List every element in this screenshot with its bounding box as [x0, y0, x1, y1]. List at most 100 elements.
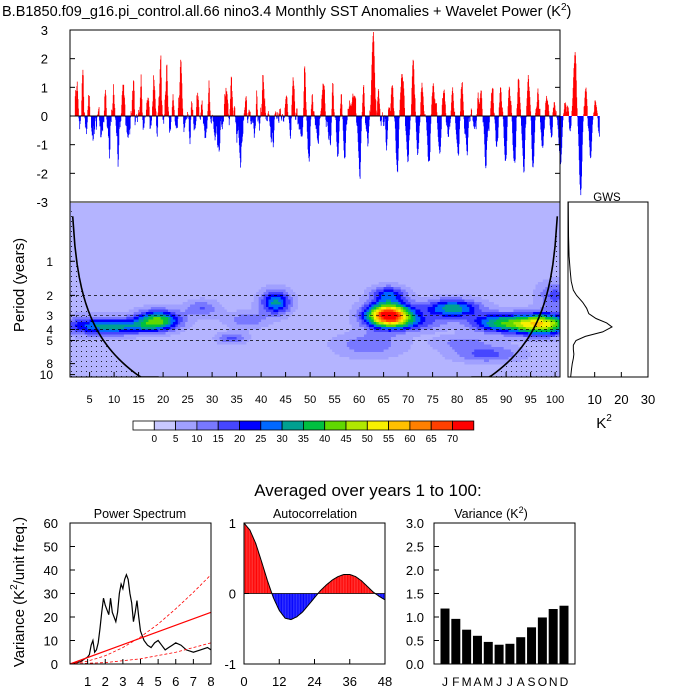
- wavelet-cell: [111, 214, 115, 218]
- wavelet-cell: [116, 217, 120, 220]
- sst-anomaly-bar: [283, 116, 285, 122]
- sst-anomaly-bar: [537, 92, 538, 116]
- wavelet-cell: [464, 204, 468, 208]
- sst-anomaly-bar: [156, 116, 158, 137]
- wavelet-cell: [533, 217, 536, 220]
- wavelet-cell: [292, 234, 296, 238]
- wavelet-cell: [442, 219, 446, 223]
- wavelet-cell: [432, 214, 436, 218]
- sst-anomaly-bar: [371, 64, 373, 116]
- wavelet-cell: [388, 217, 392, 220]
- sst-anomaly-bar: [526, 105, 528, 116]
- wavelet-cell: [239, 227, 242, 230]
- wavelet-cell: [290, 209, 294, 213]
- sst-anomaly-bar: [274, 116, 275, 120]
- sst-anomaly-bar: [486, 116, 488, 150]
- wavelet-cell: [322, 227, 326, 230]
- wavelet-cell: [444, 203, 448, 205]
- sst-anomaly-bar: [589, 116, 591, 148]
- wavelet-cell: [246, 229, 250, 233]
- wavelet-cell: [273, 229, 277, 233]
- wavelet-cell: [305, 232, 309, 235]
- wavelet-cell: [185, 234, 188, 238]
- wavelet-cell: [493, 234, 497, 238]
- sst-anomaly-bar: [172, 94, 174, 116]
- wavelet-cell: [383, 232, 387, 235]
- wavelet-cell: [121, 242, 125, 245]
- sst-anomaly-bar: [488, 116, 490, 130]
- wavelet-cell: [263, 239, 267, 243]
- sst-anomaly-bar: [571, 116, 572, 117]
- wavelet-cell: [94, 222, 98, 225]
- sst-anomaly-bar: [125, 116, 127, 125]
- sst-anomaly-bar: [473, 116, 475, 127]
- wavelet-cell: [177, 224, 181, 228]
- wavelet-cell: [275, 222, 279, 225]
- wavelet-cell: [160, 244, 164, 248]
- wavelet-cell: [307, 224, 311, 228]
- wavelet-cell: [420, 229, 424, 233]
- sst-anomaly-bar: [188, 116, 190, 120]
- wavelet-cell: [542, 227, 546, 230]
- sst-anomaly-bar: [232, 114, 234, 116]
- sst-anomaly-bar: [463, 110, 464, 116]
- sst-anomaly-bar: [378, 91, 380, 116]
- sst-anomaly-bar: [291, 95, 293, 116]
- wavelet-cell: [160, 232, 164, 235]
- wavelet-cell: [197, 203, 201, 205]
- sst-anomaly-bar: [385, 116, 386, 130]
- wavelet-cell: [364, 242, 367, 245]
- wavelet-cell: [204, 234, 208, 238]
- wavelet-cell: [395, 222, 399, 225]
- wavelet-cell: [449, 204, 453, 208]
- sst-anomaly-bar: [208, 92, 209, 116]
- wavelet-cell: [172, 227, 176, 230]
- sst-anomaly-bar: [119, 116, 121, 123]
- wavelet-cell: [266, 229, 269, 233]
- wavelet-cell: [449, 242, 453, 245]
- wavelet-cell: [116, 232, 120, 235]
- wavelet-cell: [290, 227, 294, 230]
- wavelet-cell: [256, 209, 260, 213]
- wavelet-cell: [449, 224, 453, 228]
- wavelet-cell: [307, 234, 311, 238]
- wavelet-cell: [390, 207, 394, 210]
- wavelet-cell: [99, 224, 103, 228]
- wavelet-cell: [476, 219, 480, 223]
- sst-y-tick-label: -2: [36, 166, 48, 181]
- wavelet-cell: [163, 217, 166, 220]
- wavelet-cell: [430, 229, 433, 233]
- sst-anomaly-bar: [105, 107, 107, 116]
- wavelet-cell: [476, 214, 480, 218]
- sst-anomaly-bar: [371, 80, 372, 116]
- wavelet-cell: [354, 212, 358, 215]
- sst-anomaly-bar: [587, 116, 589, 127]
- wavelet-cell: [297, 229, 301, 233]
- wavelet-cell: [197, 242, 201, 245]
- wavelet-cell: [366, 242, 370, 245]
- sst-anomaly-bar: [282, 116, 284, 122]
- sst-anomaly-bar: [332, 83, 334, 116]
- sst-anomaly-bar: [394, 116, 395, 119]
- wavelet-cell: [364, 239, 367, 243]
- sst-anomaly-bar: [119, 116, 121, 128]
- sst-anomaly-bar: [563, 114, 564, 116]
- sst-anomaly-bar: [289, 116, 291, 136]
- wavelet-cell: [310, 217, 313, 220]
- wavelet-cell: [393, 234, 397, 238]
- wavelet-cell: [476, 229, 480, 233]
- wavelet-cell: [160, 227, 164, 230]
- sst-anomaly-bar: [565, 104, 567, 116]
- sst-anomaly-bar: [439, 116, 441, 154]
- wavelet-cell: [273, 227, 277, 230]
- sst-anomaly-bar: [115, 116, 117, 120]
- sst-anomaly-bar: [311, 95, 313, 116]
- wavelet-cell: [104, 247, 108, 250]
- wavelet-cell: [275, 234, 279, 238]
- wavelet-cell: [471, 203, 475, 205]
- sst-anomaly-bar: [258, 116, 260, 118]
- wavelet-cell: [126, 244, 130, 248]
- sst-anomaly-bar: [569, 116, 571, 132]
- wavelet-cell: [131, 207, 135, 210]
- wavelet-cell: [508, 219, 512, 223]
